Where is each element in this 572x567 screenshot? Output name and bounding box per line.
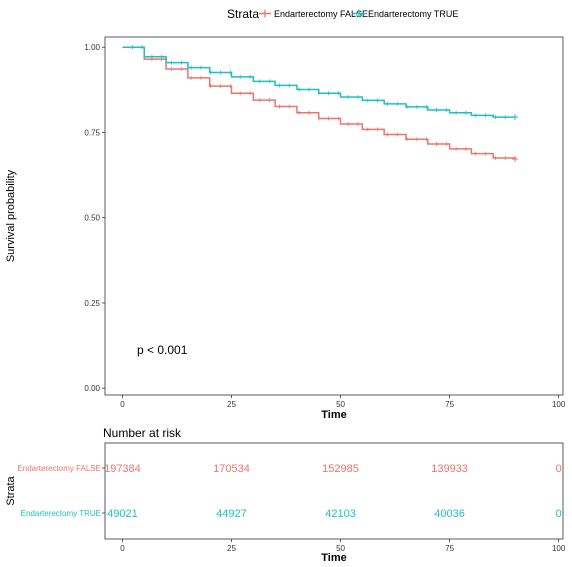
risk-value: 0	[556, 463, 562, 475]
y-tick-label: 0.00	[84, 384, 100, 393]
risk-x-tick-label: 100	[552, 544, 566, 553]
survival-series	[122, 45, 519, 163]
risk-table-x-axis: 0 25 50 75 100	[120, 539, 566, 553]
risk-x-tick-label: 25	[227, 544, 236, 553]
risk-table-x-axis-title: Time	[321, 552, 346, 564]
risk-value: 139933	[431, 463, 468, 475]
y-tick-label: 1.00	[84, 43, 100, 52]
risk-table: Number at risk Endarterectomy FALSE 19738…	[5, 426, 566, 564]
survival-panel-border	[104, 36, 564, 396]
y-tick-label: 0.25	[84, 299, 100, 308]
risk-value: 40036	[434, 508, 465, 520]
x-tick-label: 0	[120, 400, 125, 409]
survival-plot: 0.00 0.25 0.50 0.75 1.00 0 25 50 75 100 p < 0.00…	[5, 36, 566, 421]
survival-x-axis: 0 25 50 75 100	[120, 395, 566, 409]
risk-value: 49021	[107, 508, 138, 520]
risk-value: 197384	[104, 463, 141, 475]
risk-row-label: Endarterectomy TRUE	[21, 509, 101, 518]
survival-x-axis-title: Time	[321, 409, 346, 421]
series-line-true	[122, 46, 516, 118]
risk-value: 0	[556, 508, 562, 520]
legend-label-true: Endarterectomy TRUE	[368, 9, 458, 19]
x-tick-label: 75	[445, 400, 454, 409]
risk-x-tick-label: 50	[336, 544, 345, 553]
legend-title: Strata	[227, 7, 259, 21]
x-tick-label: 50	[336, 400, 345, 409]
legend: Strata Endarterectomy FALSE Endarterecto…	[227, 7, 458, 21]
risk-table-panel-border	[104, 442, 564, 540]
risk-x-tick-label: 75	[445, 544, 454, 553]
x-tick-label: 25	[227, 400, 236, 409]
risk-table-title: Number at risk	[103, 426, 182, 440]
risk-value: 152985	[322, 463, 359, 475]
risk-row-label: Endarterectomy FALSE	[17, 464, 101, 473]
y-tick-label: 0.75	[84, 128, 100, 137]
risk-table-y-axis-title: Strata	[5, 475, 17, 505]
p-value-annotation: p < 0.001	[137, 343, 188, 357]
x-tick-label: 100	[552, 400, 566, 409]
risk-x-tick-label: 0	[120, 544, 125, 553]
survival-y-axis-title: Survival probability	[5, 169, 17, 262]
risk-value: 170534	[213, 463, 250, 475]
risk-value: 42103	[325, 508, 356, 520]
risk-value: 44927	[216, 508, 247, 520]
survival-y-axis: 0.00 0.25 0.50 0.75 1.00	[84, 43, 105, 393]
legend-label-false: Endarterectomy FALSE	[274, 9, 368, 19]
y-tick-label: 0.50	[84, 214, 100, 223]
risk-table-rows: Endarterectomy FALSE 197384 170534 152985 13…	[17, 463, 561, 520]
